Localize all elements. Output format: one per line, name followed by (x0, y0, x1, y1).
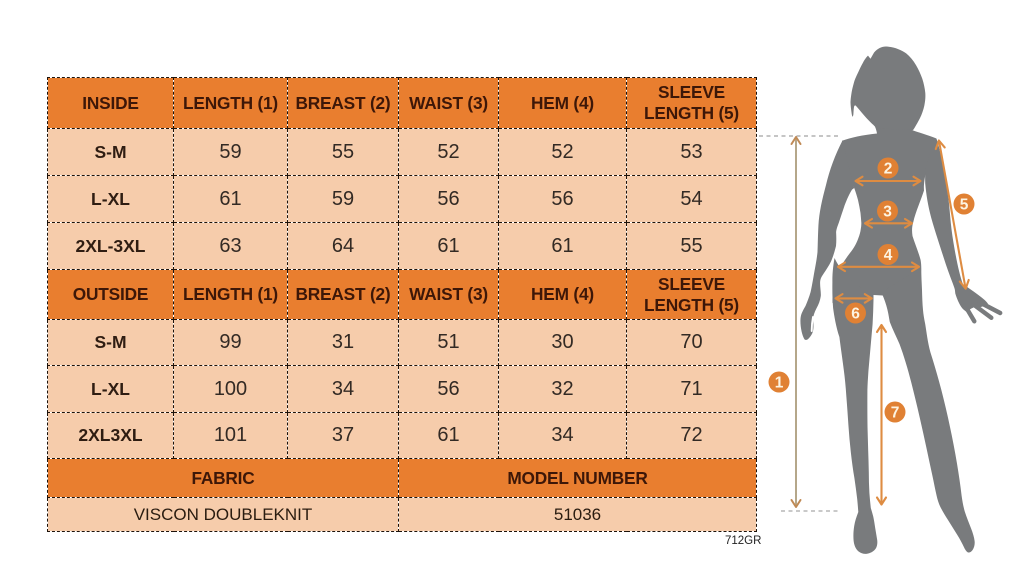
svg-text:2: 2 (884, 161, 893, 178)
svg-text:1: 1 (775, 375, 784, 392)
svg-text:5: 5 (960, 197, 969, 214)
svg-text:4: 4 (884, 247, 893, 264)
svg-text:6: 6 (851, 306, 860, 323)
svg-text:7: 7 (891, 405, 900, 422)
svg-text:3: 3 (883, 204, 892, 221)
